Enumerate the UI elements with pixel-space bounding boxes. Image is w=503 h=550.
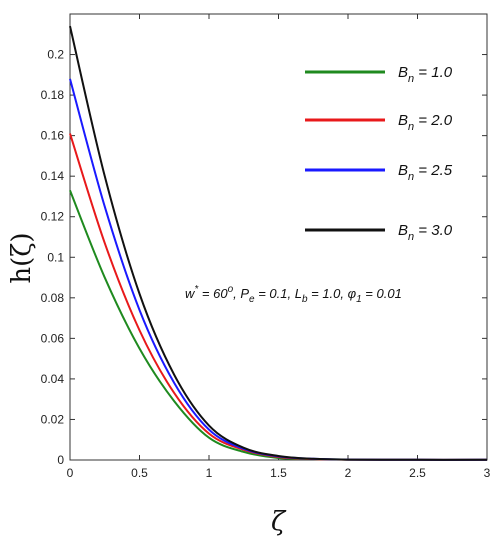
y-tick-label: 0.12 [41, 210, 65, 224]
x-tick-label: 1.5 [270, 466, 287, 480]
x-tick-label: 0 [67, 466, 74, 480]
y-tick-label: 0.1 [47, 250, 64, 264]
legend-label-2: Bn = 2.0 [398, 112, 453, 133]
x-axis-label: ζ [271, 507, 287, 537]
y-axis-label: h(ζ) [7, 232, 37, 283]
series-line-4 [69, 25, 488, 461]
series-line-3 [69, 78, 488, 461]
y-tick-label: 0.14 [41, 169, 65, 183]
series-lines [69, 25, 488, 461]
x-tick-label: 2 [345, 466, 352, 480]
y-tick-label: 0.08 [41, 291, 65, 305]
x-tick-label: 2.5 [409, 466, 426, 480]
y-tick-label: 0.16 [41, 129, 65, 143]
parameter-annotation: w* = 60o, Pe = 0.1, Lb = 1.0, φ1 = 0.01 [185, 284, 402, 305]
y-tick-label: 0.2 [47, 48, 64, 62]
y-tick-label: 0.18 [41, 88, 65, 102]
x-tick-label: 1 [206, 466, 213, 480]
legend-label-4: Bn = 3.0 [398, 222, 453, 243]
legend: Bn = 1.0 Bn = 2.0 Bn = 2.5 Bn = 3.0 [305, 64, 453, 243]
legend-label-3: Bn = 2.5 [398, 162, 453, 183]
y-tick-label: 0.04 [41, 372, 65, 386]
y-tick-label: 0 [57, 453, 64, 467]
legend-label-1: Bn = 1.0 [398, 64, 453, 85]
x-tick-label: 0.5 [131, 466, 148, 480]
y-tick-label: 0.06 [41, 331, 65, 345]
y-tick-label: 0.02 [41, 412, 65, 426]
y-axis: 0 0.02 0.04 0.06 0.08 0.1 0.12 0.14 0.16 0.18 0.2 [41, 48, 487, 467]
x-tick-label: 3 [484, 466, 491, 480]
x-axis: 0 0.5 1 1.5 2 2.5 3 [67, 14, 491, 480]
